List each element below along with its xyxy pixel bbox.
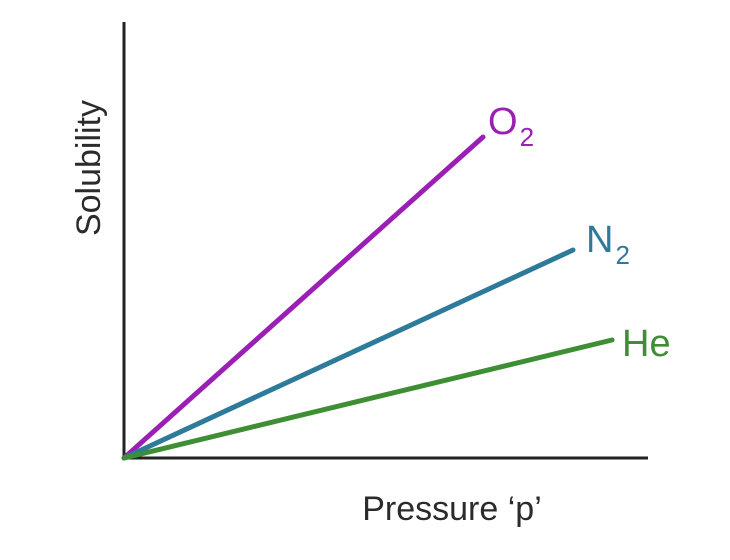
series-label-subscript: 2 bbox=[520, 122, 534, 152]
y-axis-label: Solubility bbox=[70, 100, 108, 236]
series-line-n2 bbox=[121, 247, 576, 461]
x-axis-label: Pressure ‘p’ bbox=[362, 490, 542, 528]
series-label-he: He bbox=[622, 323, 671, 365]
series-label-main: N bbox=[586, 219, 613, 261]
series-label-o2: O2 bbox=[488, 101, 534, 152]
series-line-o2 bbox=[121, 134, 486, 461]
series-label-main: O bbox=[488, 101, 518, 143]
series-label-n2: N2 bbox=[586, 219, 630, 270]
series-label-main: He bbox=[622, 323, 671, 365]
series-label-subscript: 2 bbox=[615, 240, 629, 270]
series-line-he bbox=[121, 337, 615, 461]
